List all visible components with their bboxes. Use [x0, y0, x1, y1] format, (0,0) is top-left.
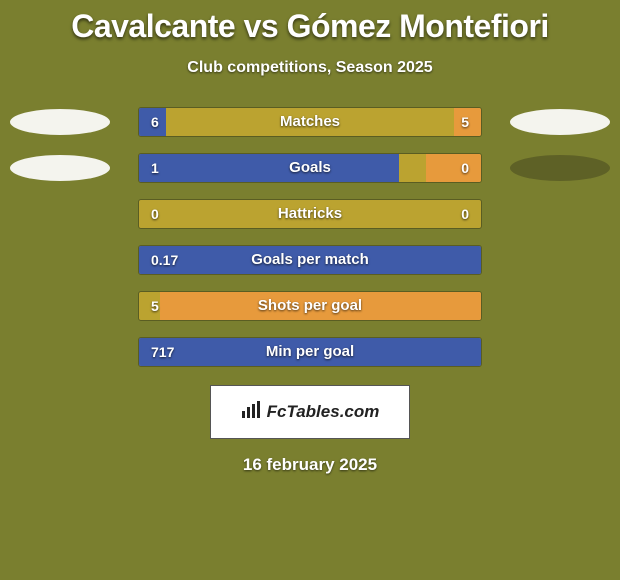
stat-value-left: 0.17 [151, 246, 178, 274]
stat-label: Goals [139, 154, 481, 182]
stat-label: Shots per goal [139, 292, 481, 320]
chart-icon [241, 401, 263, 424]
stat-row: Matches6 5 [0, 107, 620, 137]
stat-value-left: 1 [151, 154, 159, 182]
stat-bar: Shots per goal5 [138, 291, 482, 321]
stat-row: Min per goal717 [0, 337, 620, 367]
stat-bar: Goals per match0.17 [138, 245, 482, 275]
ellipse-decoration-left [10, 109, 110, 135]
comparison-subtitle: Club competitions, Season 2025 [0, 59, 620, 77]
stat-label: Matches [139, 108, 481, 136]
stat-value-left: 0 [151, 200, 159, 228]
ellipse-decoration-right [510, 155, 610, 181]
logo-box: FcTables.com [210, 385, 410, 439]
stat-row: Hattricks0 0 [0, 199, 620, 229]
stat-bar: Hattricks0 0 [138, 199, 482, 229]
stat-label: Min per goal [139, 338, 481, 366]
date-label: 16 february 2025 [0, 455, 620, 475]
stat-bar: Goals1 0 [138, 153, 482, 183]
stats-container: Matches65Goals10Hattricks00Goals per mat… [0, 107, 620, 367]
stat-value-right: 0 [461, 200, 469, 228]
stat-value-left: 6 [151, 108, 159, 136]
stat-row: Goals per match0.17 [0, 245, 620, 275]
stat-value-left: 717 [151, 338, 174, 366]
comparison-title: Cavalcante vs Gómez Montefiori [0, 0, 620, 45]
stat-row: Shots per goal5 [0, 291, 620, 321]
stat-value-left: 5 [151, 292, 159, 320]
ellipse-decoration-right [510, 109, 610, 135]
stat-value-right: 0 [461, 154, 469, 182]
stat-bar: Min per goal717 [138, 337, 482, 367]
stat-bar: Matches6 5 [138, 107, 482, 137]
stat-row: Goals1 0 [0, 153, 620, 183]
logo-text: FcTables.com [267, 402, 380, 422]
ellipse-decoration-left [10, 155, 110, 181]
logo: FcTables.com [241, 401, 380, 424]
stat-value-right: 5 [461, 108, 469, 136]
stat-label: Hattricks [139, 200, 481, 228]
stat-label: Goals per match [139, 246, 481, 274]
